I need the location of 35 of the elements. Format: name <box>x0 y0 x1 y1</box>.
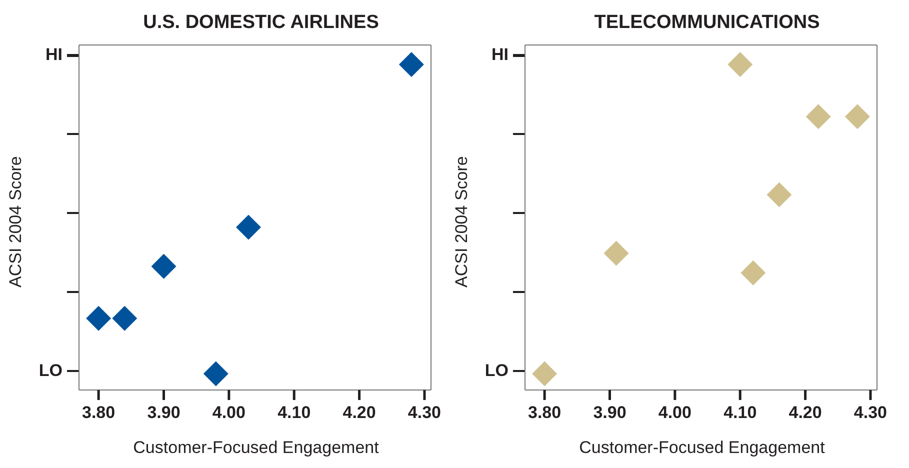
point <box>805 104 830 130</box>
x-tick-label: 4.10 <box>277 403 310 422</box>
text: HI <box>46 44 62 66</box>
x-tick-label: 4.10 <box>723 403 756 422</box>
point <box>740 260 766 286</box>
text: LO <box>38 360 62 382</box>
x-tick-label: 4.30 <box>853 403 887 422</box>
x-tick-label: 4.30 <box>407 403 441 422</box>
point <box>766 182 792 208</box>
y-axis-title: ACSI 2004 Score <box>6 156 25 288</box>
point <box>112 306 137 331</box>
x-tick-label: 3.90 <box>592 403 626 422</box>
point <box>398 52 424 78</box>
x-tick-label: 4.20 <box>342 403 376 422</box>
chart-title: TELECOMMUNICATIONS <box>594 12 820 35</box>
x-tick-label: 4.00 <box>212 403 245 422</box>
x-axis-title: Customer-Focused Engagement <box>579 438 825 458</box>
x-axis-title: Customer-Focused Engagement <box>133 438 379 458</box>
point <box>202 361 228 386</box>
text: HI <box>492 44 508 66</box>
chart-title: U.S. DOMESTIC AIRLINES <box>143 12 379 35</box>
text: LO <box>484 360 508 382</box>
point <box>844 104 870 130</box>
x-tick-label: 3.80 <box>82 403 115 422</box>
point <box>86 306 111 331</box>
x-tick-label: 3.90 <box>146 403 180 422</box>
y-axis-title: ACSI 2004 Score <box>452 156 471 288</box>
point <box>532 361 557 386</box>
point <box>603 240 628 266</box>
point <box>235 214 260 240</box>
x-tick-label: 4.20 <box>788 403 822 422</box>
x-tick-label: 4.00 <box>658 403 691 422</box>
point <box>150 254 176 279</box>
point <box>727 52 752 78</box>
x-tick-label: 3.80 <box>528 403 561 422</box>
